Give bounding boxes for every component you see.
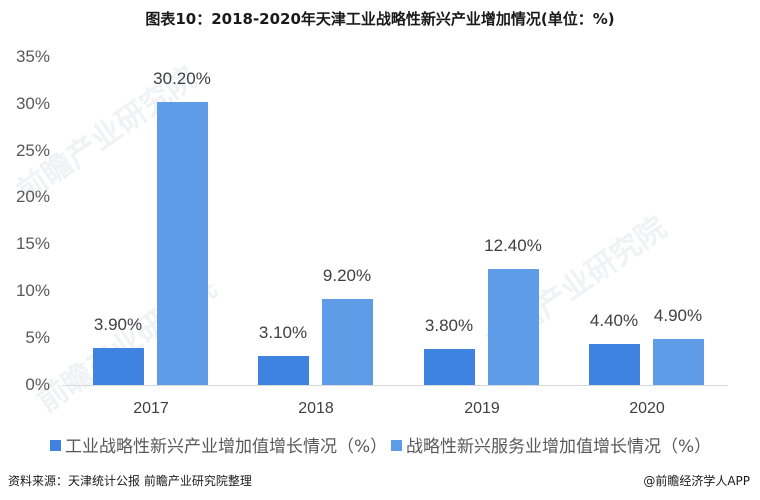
legend-item-series1[interactable]: 工业战略性新兴产业增加值增长情况（%） (50, 432, 387, 457)
bar-2-2019[interactable] (488, 269, 539, 385)
data-label: 4.90% (653, 306, 703, 325)
data-label: 4.40% (589, 311, 639, 330)
bar-2-2017[interactable] (157, 102, 208, 385)
x-tick: 2019 (464, 400, 500, 417)
legend-label: 战略性新兴服务业增加值增长情况（%） (406, 437, 712, 457)
x-tick: 2017 (133, 400, 169, 417)
x-tick: 2018 (298, 400, 334, 417)
data-label: 12.40% (484, 236, 542, 255)
y-tick: 15% (15, 234, 50, 253)
y-tick: 10% (15, 281, 50, 300)
data-label: 30.20% (153, 69, 211, 88)
x-tick: 2020 (629, 400, 665, 417)
data-label: 3.10% (258, 323, 308, 342)
y-tick: 35% (15, 47, 50, 66)
bar-1-2020[interactable] (589, 344, 640, 385)
bar-2-2018[interactable] (322, 299, 373, 385)
source-note: 资料来源：天津统计公报 前瞻产业研究院整理 (8, 474, 252, 488)
x-axis-line (62, 385, 728, 386)
bar-2-2020[interactable] (653, 339, 704, 385)
chart-title: 图表10：2018-2020年天津工业战略性新兴产业增加情况(单位：%) (145, 10, 615, 28)
credit-note: @前瞻经济学人APP (643, 474, 750, 488)
y-tick: 30% (15, 94, 50, 113)
y-tick: 0% (25, 375, 50, 394)
legend-item-series2[interactable]: 战略性新兴服务业增加值增长情况（%） (391, 432, 711, 457)
data-label: 3.90% (93, 315, 143, 334)
y-tick: 5% (25, 328, 50, 347)
legend-swatch-icon (391, 440, 402, 451)
bar-1-2017[interactable] (93, 348, 144, 385)
data-label: 3.80% (424, 316, 474, 335)
data-label: 9.20% (322, 266, 372, 285)
bar-1-2019[interactable] (424, 349, 475, 385)
legend-label: 工业战略性新兴产业增加值增长情况（%） (65, 437, 388, 457)
y-tick: 20% (15, 187, 50, 206)
legend-swatch-icon (50, 440, 61, 451)
y-tick: 25% (15, 141, 50, 160)
bar-1-2018[interactable] (258, 356, 309, 385)
